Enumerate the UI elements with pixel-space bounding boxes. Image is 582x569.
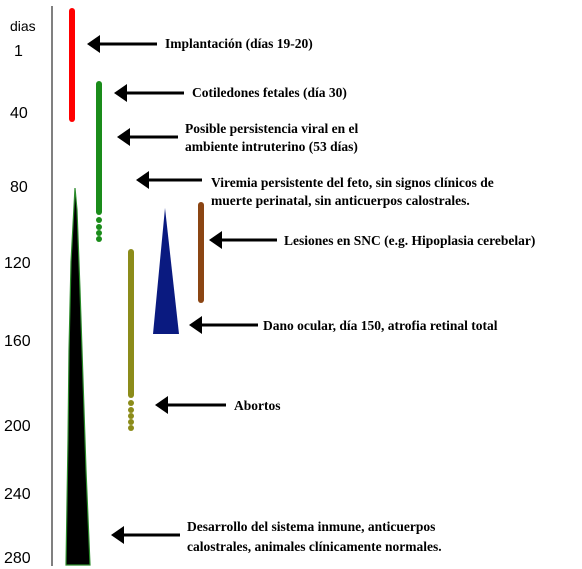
arrow-left-icon: [114, 84, 184, 102]
arrow-left-icon: [155, 396, 226, 414]
arrow-left-icon: [136, 171, 202, 189]
annotation-line: muerte perinatal, sin anticuerpos calost…: [211, 193, 470, 208]
abortion-bar: [128, 249, 134, 431]
annotation-cotyledons: Cotiledones fetales (día 30): [192, 85, 347, 100]
axis-tick-label: 1: [14, 43, 23, 60]
axis-unit-label: dias: [10, 18, 36, 34]
annotation-line: Posible persistencia viral en el: [185, 121, 358, 136]
axis-tick-label: 160: [4, 333, 31, 350]
arrow-left-icon: [87, 35, 157, 53]
annotation-viral-persistence: Posible persistencia viral en el ambient…: [185, 121, 362, 154]
annotation-line: ambiente intruterino (53 días): [185, 139, 358, 154]
annotation-viremia: Viremia persistente del feto, sin signos…: [211, 175, 497, 208]
annotation-ocular: Dano ocular, día 150, atrofia retinal to…: [263, 318, 498, 333]
axis-tick-label: 80: [10, 179, 28, 196]
axis-tick-label: 280: [4, 550, 31, 567]
axis-tick-label: 200: [4, 418, 31, 435]
annotation-abortion: Abortos: [234, 398, 281, 413]
annotation-line: Viremia persistente del feto, sin signos…: [211, 175, 494, 190]
axis-tick-label: 40: [10, 105, 28, 122]
immune-development-spike: [65, 187, 91, 566]
annotation-line: calostrales, animales clínicamente norma…: [187, 539, 442, 554]
axis-tick-label: 240: [4, 486, 31, 503]
arrow-left-icon: [189, 316, 258, 334]
annotation-cns: Lesiones en SNC (e.g. Hipoplasia cerebel…: [284, 233, 535, 248]
cotyledons-bar: [96, 81, 102, 242]
arrow-left-icon: [209, 231, 277, 249]
annotation-immune: Desarrollo del sistema inmune, anticuerp…: [187, 519, 442, 554]
arrow-left-icon: [111, 526, 180, 544]
axis-tick-label: 120: [4, 255, 31, 272]
annotation-implantation: Implantación (días 19-20): [165, 36, 313, 51]
ocular-damage-triangle: [153, 208, 179, 334]
arrow-left-icon: [117, 128, 178, 146]
annotation-line: Desarrollo del sistema inmune, anticuerp…: [187, 519, 435, 534]
